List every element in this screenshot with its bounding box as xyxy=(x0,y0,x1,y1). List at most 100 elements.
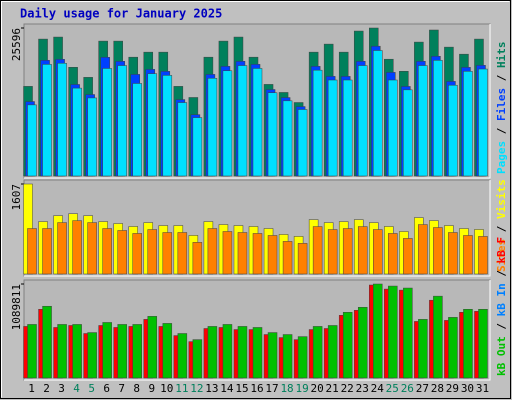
bar xyxy=(297,243,308,275)
bar xyxy=(357,226,368,275)
x-tick-label: 15 xyxy=(235,382,248,395)
x-tick-label: 5 xyxy=(88,382,95,395)
y-tick-label: 1607 xyxy=(10,184,23,211)
x-tick-label: 10 xyxy=(160,382,173,395)
bar xyxy=(177,333,188,379)
bar xyxy=(357,65,368,177)
bar xyxy=(132,324,142,379)
bar xyxy=(297,109,308,177)
bar xyxy=(192,242,203,275)
bar xyxy=(237,65,248,177)
legend-separator: / xyxy=(495,263,508,283)
bar xyxy=(297,336,308,379)
bar xyxy=(403,89,413,177)
bar xyxy=(388,233,398,275)
bar xyxy=(147,73,158,177)
bar xyxy=(267,235,278,275)
legend-entry: Sites xyxy=(495,239,508,272)
bar xyxy=(42,305,52,379)
bar xyxy=(373,50,383,177)
bar xyxy=(267,332,278,379)
x-tick-label: 29 xyxy=(446,382,459,395)
bar xyxy=(162,323,173,379)
bar xyxy=(282,241,293,275)
bar xyxy=(72,87,82,177)
x-tick-label: 2 xyxy=(43,382,50,395)
bar xyxy=(222,70,233,177)
x-tick-label: 20 xyxy=(311,382,324,395)
x-tick-label: 13 xyxy=(205,382,218,395)
bar xyxy=(72,324,82,379)
x-tick-label: 16 xyxy=(250,382,263,395)
panel-bevel xyxy=(24,24,491,179)
x-tick-label: 21 xyxy=(326,382,339,395)
bar xyxy=(448,317,458,379)
bar xyxy=(373,283,383,379)
x-tick-label: 17 xyxy=(265,382,278,395)
bar xyxy=(57,62,67,177)
bar xyxy=(192,117,203,177)
bar xyxy=(237,326,248,379)
bar xyxy=(418,224,428,275)
bar xyxy=(327,229,338,275)
legend-separator: / xyxy=(495,121,508,141)
bar xyxy=(252,327,263,379)
x-tick-label: 30 xyxy=(461,382,474,395)
bar xyxy=(72,220,82,275)
bar xyxy=(418,319,428,379)
bar xyxy=(312,226,323,275)
x-tick-label: 28 xyxy=(431,382,444,395)
x-tick-label: 18 xyxy=(280,382,293,395)
bar xyxy=(403,238,413,275)
x-tick-label: 1 xyxy=(28,382,35,395)
bar xyxy=(342,228,353,275)
bar xyxy=(357,307,368,379)
legend-separator: / xyxy=(495,219,508,239)
bar xyxy=(373,229,383,275)
x-tick-label: 8 xyxy=(133,382,140,395)
bar xyxy=(267,92,278,177)
x-tick-label: 9 xyxy=(148,382,155,395)
bar xyxy=(87,222,97,275)
bar xyxy=(463,235,473,275)
bar xyxy=(132,233,142,275)
x-tick-label: 25 xyxy=(386,382,399,395)
legend: Pages / Files / Hits xyxy=(495,42,508,175)
bar xyxy=(342,312,353,379)
bar xyxy=(388,285,398,379)
x-tick-label: 14 xyxy=(220,382,234,395)
bar xyxy=(117,230,127,275)
bar xyxy=(102,228,112,275)
x-tick-label: 12 xyxy=(190,382,203,395)
bar xyxy=(252,233,263,275)
bar xyxy=(87,332,97,379)
bevel xyxy=(1,1,510,398)
bar xyxy=(312,326,323,379)
bar xyxy=(478,309,488,379)
legend-separator: / xyxy=(495,68,508,88)
bar xyxy=(463,71,473,177)
bar xyxy=(448,232,458,275)
panel-bevel xyxy=(24,280,491,381)
x-tick-label: 22 xyxy=(341,382,354,395)
legend: Sites / Visits xyxy=(495,179,508,272)
bar xyxy=(42,228,52,275)
bar xyxy=(207,326,218,379)
bar xyxy=(222,231,233,275)
bar xyxy=(147,229,158,275)
legend-entry: kB In xyxy=(495,283,508,316)
bar xyxy=(117,65,127,177)
bar xyxy=(27,104,37,177)
bar xyxy=(192,339,203,379)
bar xyxy=(403,287,413,379)
bar xyxy=(117,324,127,379)
bar xyxy=(207,228,218,275)
bar xyxy=(237,232,248,275)
bar xyxy=(433,295,443,379)
bar xyxy=(433,227,443,275)
bar xyxy=(177,232,188,275)
bar xyxy=(463,309,473,379)
y-tick-label: 25596 xyxy=(10,28,23,61)
bar xyxy=(102,68,112,177)
